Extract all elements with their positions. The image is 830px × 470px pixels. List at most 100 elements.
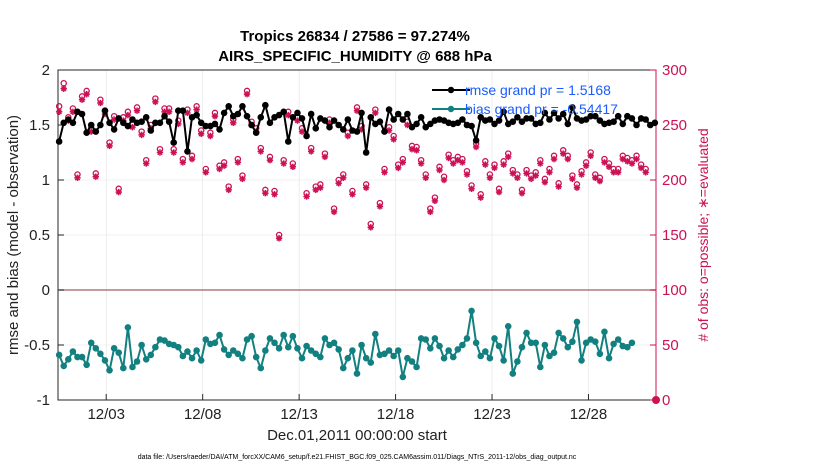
rmse-point (211, 120, 219, 128)
bias-point (536, 363, 544, 371)
obs-evaluated-marker (454, 157, 462, 164)
bias-point (523, 329, 530, 337)
rmse-point (564, 120, 572, 128)
asterisk-stroke (340, 175, 347, 181)
bias-point (87, 339, 95, 347)
obs-evaluated-marker (431, 197, 439, 205)
rmse-point (550, 109, 558, 117)
obs-evaluated-marker (280, 160, 287, 167)
obs-evaluated-marker (495, 188, 503, 196)
rmse-point (60, 119, 68, 127)
obs-evaluated-marker (335, 180, 342, 187)
bias-point (362, 354, 370, 362)
obs-evaluated-marker (601, 159, 608, 166)
asterisk-stroke (418, 160, 424, 167)
asterisk-stroke (106, 143, 113, 149)
rmse-point (78, 110, 86, 118)
bias-point (289, 332, 297, 340)
asterisk-stroke (115, 189, 122, 195)
obs-evaluated-marker (230, 119, 237, 126)
asterisk-stroke (413, 147, 420, 154)
asterisk-stroke (432, 198, 438, 204)
asterisk-stroke (597, 178, 603, 184)
asterisk-stroke (565, 156, 571, 162)
ytick-right-label: 50 (662, 337, 679, 354)
asterisk-stroke (546, 169, 553, 176)
rmse-point (335, 121, 342, 129)
bias-point (509, 370, 517, 377)
asterisk-stroke (189, 156, 195, 162)
rmse-point (275, 111, 283, 119)
obs-evaluated-marker (468, 185, 475, 192)
rmse-point (92, 128, 100, 135)
bias-point (482, 348, 489, 355)
asterisk-stroke (409, 146, 415, 152)
bias-point (60, 362, 68, 370)
asterisk-stroke (551, 156, 557, 162)
bias-point (358, 341, 365, 349)
asterisk-stroke (601, 159, 608, 166)
bias-point (321, 335, 329, 342)
obs-possible-marker (60, 79, 67, 87)
x-axis-label: Dec.01,2011 00:00:00 start (267, 427, 448, 444)
rmse-point (225, 103, 232, 110)
bias-point (229, 347, 237, 354)
rmse-point (518, 118, 526, 125)
rmse-point (216, 126, 223, 133)
asterisk-stroke (377, 203, 383, 210)
obs-evaluated-marker (234, 159, 242, 166)
rmse-point (165, 118, 173, 125)
rmse-point (559, 110, 567, 118)
rmse-point (385, 106, 393, 113)
rmse-point (257, 114, 265, 121)
left-axis-ticks: 2 1.5 1 0.5 0 -0.5 -1 (24, 62, 64, 409)
obs-evaluated-marker (262, 190, 269, 197)
asterisk-stroke (212, 113, 218, 119)
asterisk-stroke (303, 193, 310, 200)
obs-evaluated-marker (321, 153, 329, 161)
asterisk-stroke (235, 159, 241, 166)
obs-evaluated-marker (138, 131, 145, 139)
bias-point (582, 339, 590, 347)
bias-point (408, 358, 416, 365)
rmse-point (408, 123, 416, 131)
obs-evaluated-marker (560, 150, 567, 157)
bias-point (271, 339, 278, 347)
obs-evaluated-marker (60, 85, 67, 92)
bias-point (266, 335, 274, 342)
asterisk-stroke (97, 100, 104, 106)
bias-point (312, 350, 320, 358)
rmse-point (106, 119, 113, 127)
bias-point (578, 357, 585, 364)
obs-evaluated-marker (427, 208, 434, 216)
rmse-point (344, 116, 352, 123)
rmse-point (596, 117, 604, 124)
bias-point (436, 342, 443, 350)
rmse-point (321, 117, 329, 124)
obs-evaluated-marker (541, 179, 549, 186)
asterisk-stroke (349, 191, 356, 198)
asterisk-stroke (79, 96, 85, 103)
bias-point (491, 335, 498, 342)
asterisk-stroke (60, 85, 67, 92)
bias-point (367, 359, 375, 366)
asterisk-stroke (610, 169, 617, 176)
obs-evaluated-marker (472, 143, 480, 151)
asterisk-stroke (285, 112, 292, 118)
rmse-point (142, 114, 150, 121)
rmse-point (339, 126, 347, 133)
obs-evaluated-marker (97, 99, 104, 107)
bias-point (477, 352, 485, 360)
asterisk-stroke (395, 165, 402, 171)
bias-point (569, 338, 576, 346)
rmse-point (298, 115, 306, 122)
rmse-point (115, 115, 123, 122)
obs-possible-marker (55, 103, 63, 110)
rmse-point (417, 114, 425, 121)
rmse-point (619, 120, 627, 128)
bias-point (596, 350, 604, 358)
legend-marker (447, 86, 455, 94)
legend-marker (447, 105, 455, 113)
rmse-point (326, 123, 333, 131)
rmse-point (156, 119, 164, 127)
